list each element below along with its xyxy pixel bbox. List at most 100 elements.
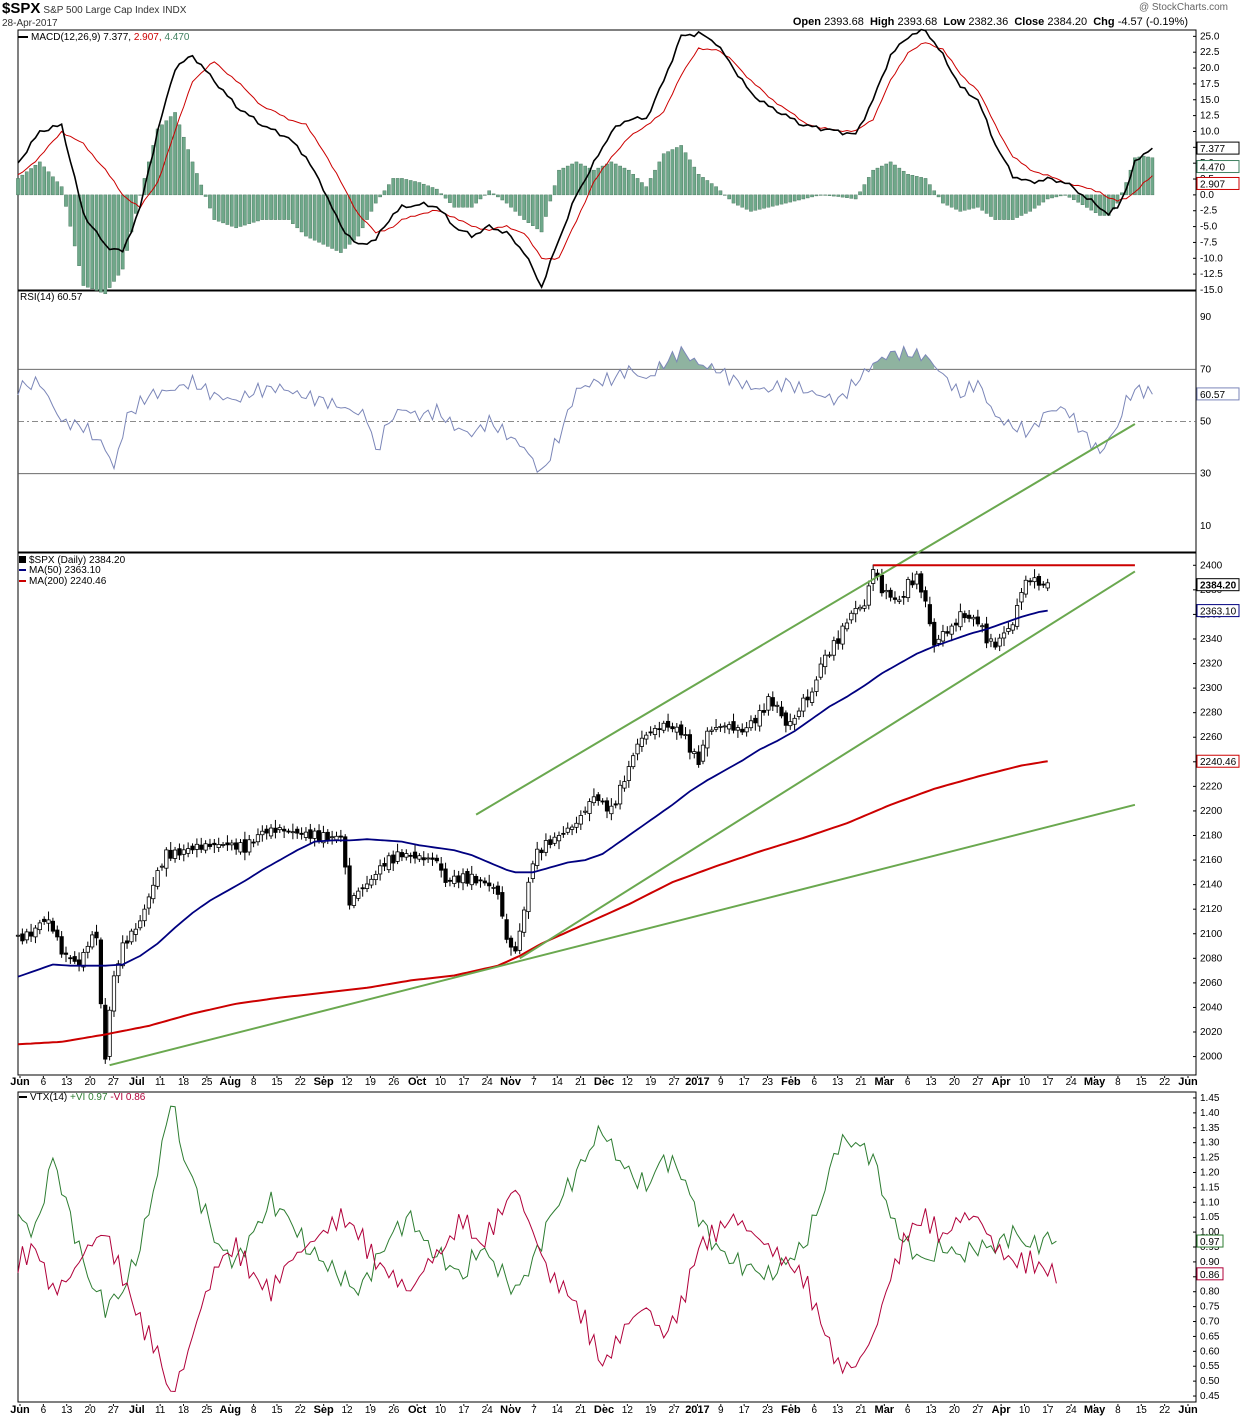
y-tick-label: 0.70 (1200, 1317, 1220, 1328)
candle-body (343, 836, 348, 868)
candle-body (434, 857, 439, 862)
candle-body (151, 884, 156, 900)
macd-histogram-bar (334, 194, 339, 251)
high-label: High (869, 16, 895, 28)
candle-body (548, 839, 553, 845)
macd-histogram-bar (421, 183, 426, 196)
candle-body (146, 896, 151, 909)
candle-body (648, 731, 653, 734)
candle-body (596, 794, 601, 802)
x-tick-label: Jun (1178, 1404, 1198, 1416)
macd-histogram-bar (24, 171, 29, 196)
y-tick-label: 2000 (1200, 1052, 1223, 1063)
macd-histogram-bar (683, 152, 688, 196)
candle-body (517, 930, 522, 951)
macd-histogram-bar (116, 194, 121, 276)
macd-histogram-bar (90, 194, 94, 290)
macd-histogram-bar (862, 184, 867, 196)
low-label: Low (943, 16, 966, 28)
candle-body (98, 939, 103, 1005)
macd-histogram-bar (203, 194, 208, 197)
chart-date: 28-Apr-2017 (2, 18, 58, 29)
y-tick-label: 2280 (1200, 708, 1223, 719)
candle-body (705, 730, 710, 749)
candle-body (430, 857, 435, 860)
candle-body (1032, 577, 1037, 583)
macd-histogram-bar (1085, 194, 1089, 208)
x-tick-label: 20 (949, 1077, 961, 1088)
y-tick-label: 0.90 (1200, 1257, 1220, 1268)
macd-histogram-bar (42, 166, 46, 196)
macd-histogram-bar (740, 194, 745, 208)
y-tick-label: 0.80 (1200, 1287, 1220, 1298)
y-tick-label: 2140 (1200, 880, 1223, 891)
y-tick-label: -7.5 (1200, 237, 1218, 248)
candle-body (194, 843, 199, 850)
x-tick-label: 13 (61, 1405, 73, 1416)
x-tick-label: 11 (155, 1405, 166, 1416)
candle-body (159, 865, 165, 868)
candle-body (81, 952, 86, 968)
macd-signal-value: 2.907, (134, 32, 165, 43)
macd-histogram-bar (723, 194, 727, 196)
candle-body (775, 704, 780, 707)
macd-histogram-bar (360, 194, 365, 229)
candle-body (993, 641, 998, 648)
candle-body (578, 815, 583, 825)
candle-body (526, 881, 531, 913)
macd-histogram-bar (631, 174, 635, 196)
candle-body (386, 855, 391, 871)
candle-body (299, 832, 304, 835)
macd-histogram-bar (277, 194, 282, 220)
macd-histogram-bar (561, 167, 566, 196)
macd-histogram-bar (77, 194, 81, 266)
x-tick-label: 27 (108, 1405, 120, 1416)
candle-body (46, 919, 51, 924)
macd-histogram-bar (832, 194, 836, 197)
candle-body (761, 710, 767, 713)
candle-body (347, 865, 352, 906)
macd-histogram-bar (86, 194, 90, 288)
macd-histogram-bar (286, 194, 291, 220)
candle-body (740, 728, 745, 733)
candle-body (469, 873, 474, 886)
macd-histogram-bar (552, 185, 557, 196)
macd-histogram-bar (295, 194, 300, 229)
candle-body (116, 963, 121, 977)
x-tick-label: 21 (575, 1405, 587, 1416)
candle-body (818, 663, 823, 678)
macd-histogram-bar (391, 178, 396, 196)
candle-body (482, 880, 487, 884)
last-value-tag (1196, 578, 1240, 592)
y-tick-label: 17.5 (1200, 79, 1220, 90)
macd-histogram-bar (1089, 194, 1094, 211)
macd-histogram-bar (557, 169, 561, 196)
candle-body (111, 975, 117, 1012)
candle-body (216, 844, 221, 848)
x-tick-label: 13 (925, 1405, 937, 1416)
y-tick-label: 2220 (1200, 781, 1223, 792)
last-value-tag (1196, 1234, 1224, 1248)
candle-body (452, 875, 457, 884)
x-tick-label: Mar (875, 1404, 895, 1416)
macd-histogram-bar (186, 149, 190, 196)
x-tick-label: 17 (458, 1405, 470, 1416)
macd-histogram-bar (736, 194, 740, 206)
candle-body (988, 638, 994, 642)
candle-body (587, 801, 592, 814)
last-value-label: 4.470 (1200, 163, 1225, 174)
candle-body (670, 726, 675, 730)
macd-histogram-bar (443, 194, 448, 199)
last-value-label: 2384.20 (1200, 581, 1237, 592)
macd-histogram-bar (775, 194, 779, 206)
macd-histogram-bar (1045, 194, 1050, 200)
last-value-label: 0.86 (1200, 1270, 1220, 1281)
macd-histogram-bar (941, 194, 945, 204)
macd-hist-value: 4.470 (164, 32, 189, 43)
macd-histogram-bar (914, 176, 919, 196)
candle-body (635, 743, 640, 755)
x-tick-label: Nov (500, 1076, 522, 1088)
candle-body (971, 616, 976, 620)
macd-histogram-bar (325, 194, 330, 247)
